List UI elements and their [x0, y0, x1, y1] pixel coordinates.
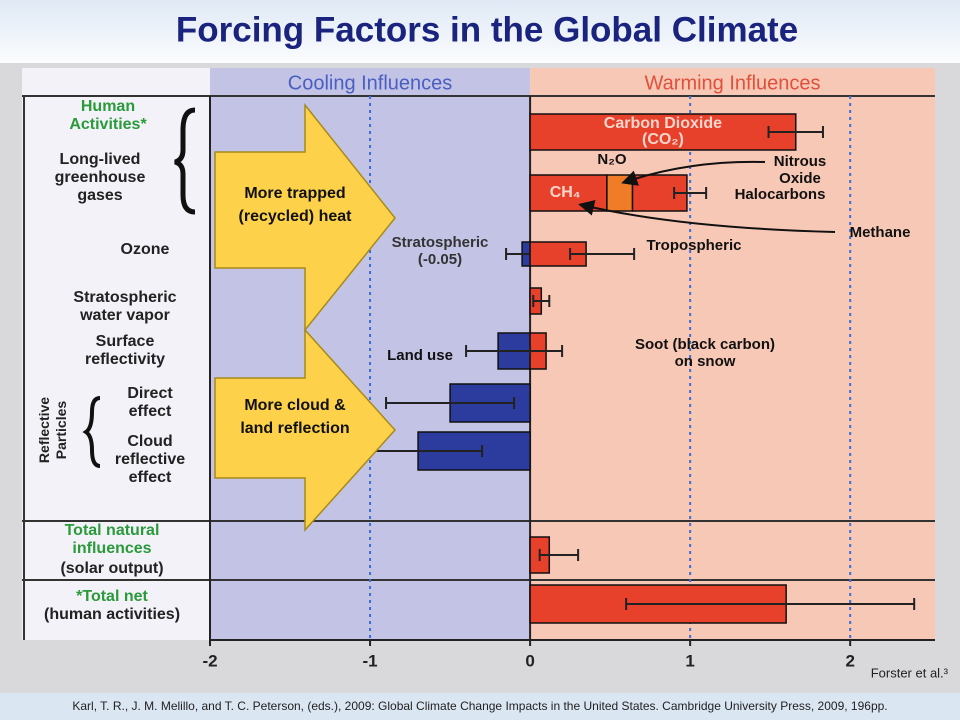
- annotation-line: Nitrous: [774, 153, 827, 170]
- row-label: Total natural influences: [65, 522, 160, 557]
- row-label-line: effect: [129, 403, 172, 420]
- error-bar: [529, 345, 564, 357]
- segment-label-line: Carbon Dioxide: [604, 115, 722, 132]
- row-label-line: Cloud: [127, 433, 172, 450]
- bar-segment: [529, 113, 797, 151]
- row-label: *Total net: [76, 588, 148, 605]
- row-label-line: Total natural: [65, 522, 160, 539]
- row-label-line: Surface: [96, 333, 155, 350]
- row-label: Stratospheric water vapor: [73, 289, 176, 324]
- x-tick-label: 2: [845, 651, 854, 670]
- brace: [174, 107, 196, 215]
- row-label: ReflectiveParticles: [36, 397, 69, 463]
- annotation: N₂O: [597, 151, 626, 168]
- row-label-line: gases: [77, 187, 122, 204]
- row-label-line: influences: [72, 540, 151, 557]
- row-label: (human activities): [44, 606, 180, 623]
- source: Forster et al.³: [871, 665, 949, 680]
- row-label-line: water vapor: [79, 307, 170, 324]
- callout-text: More cloud & land reflection: [240, 397, 349, 437]
- error-bar: [569, 248, 636, 260]
- row-label-line: Long-lived: [60, 151, 141, 168]
- warming-label: Warming Influences: [645, 72, 821, 94]
- annotation-line: Oxide: [779, 170, 821, 187]
- row-label-line: (solar output): [60, 560, 163, 577]
- row-label-line: (human activities): [44, 606, 180, 623]
- callout-text: More trapped (recycled) heat: [239, 185, 353, 225]
- footer: [0, 693, 960, 720]
- segment-label: CH₄: [550, 184, 581, 201]
- row-label-line: Human: [81, 98, 135, 115]
- row-label-line: Ozone: [121, 241, 170, 258]
- row-label-line: greenhouse: [55, 169, 146, 186]
- annotation: Land use: [387, 347, 453, 364]
- row-label: Human Activities*: [69, 98, 147, 133]
- row-label: (solar output): [60, 560, 163, 577]
- row-label-line: effect: [129, 469, 172, 486]
- annotation-line: N₂O: [597, 151, 626, 168]
- annotation: Methane: [850, 224, 911, 241]
- row-label-line: reflective: [115, 451, 185, 468]
- segment-label: Carbon Dioxide (CO₂): [604, 115, 722, 148]
- brace: [82, 396, 101, 468]
- row-label: Long-lived greenhouse gases: [55, 151, 146, 204]
- callout-arrow: [214, 328, 397, 532]
- warming-panel: [530, 68, 935, 640]
- row-label: Cloud reflective effect: [115, 433, 185, 486]
- error-bar: [673, 187, 708, 199]
- callout-text-line: More cloud &: [244, 397, 346, 414]
- row-label-line: Particles: [53, 401, 69, 460]
- row-label-line: reflectivity: [85, 351, 165, 368]
- row-label: Direct effect: [127, 385, 173, 420]
- row-label-line: Activities*: [69, 116, 147, 133]
- row-label: Ozone: [121, 241, 170, 258]
- chart: Cooling Influences Warming Influences -2 -1…: [22, 68, 949, 680]
- callout-text-line: (recycled) heat: [239, 208, 353, 225]
- annotation-line: (-0.05): [418, 251, 462, 268]
- error-bar: [538, 549, 580, 561]
- slide-title: Forcing Factors in the Global Climate: [176, 10, 798, 49]
- annotation: Nitrous Oxide: [774, 153, 827, 187]
- citation: Karl, T. R., J. M. Melillo, and T. C. Pe…: [72, 699, 887, 713]
- annotation: Stratospheric (-0.05): [392, 234, 489, 268]
- callout-text-line: More trapped: [244, 185, 345, 202]
- annotation-line: Methane: [850, 224, 911, 241]
- error-bar: [767, 126, 824, 138]
- x-tick-label: 1: [685, 651, 694, 670]
- row-label: Surface reflectivity: [85, 333, 165, 368]
- cooling-label: Cooling Influences: [288, 72, 453, 94]
- annotation-line: Land use: [387, 347, 453, 364]
- pointer-arrow: [578, 199, 836, 233]
- callout-arrow: [214, 102, 396, 333]
- segment-label-line: (CO₂): [642, 131, 684, 148]
- row-label-line: Reflective: [36, 397, 52, 463]
- annotation-line: Halocarbons: [735, 186, 826, 203]
- annotation-line: Tropospheric: [646, 237, 741, 254]
- annotation: Halocarbons: [735, 186, 826, 203]
- pointer-arrow: [621, 160, 766, 186]
- error-bar: [625, 598, 916, 610]
- annotation-line: Soot (black carbon): [635, 336, 775, 353]
- x-tick-label: -2: [202, 651, 217, 670]
- row-label-line: Direct: [127, 385, 173, 402]
- segment-label-line: CH₄: [550, 184, 581, 201]
- x-tick-label: -1: [362, 651, 377, 670]
- annotation-line: on snow: [675, 353, 736, 370]
- annotation: Tropospheric: [646, 237, 741, 254]
- x-tick-label: 0: [525, 651, 534, 670]
- error-bar: [385, 397, 516, 409]
- row-label-line: *Total net: [76, 588, 148, 605]
- annotation-line: Stratospheric: [392, 234, 489, 251]
- error-bar: [532, 295, 551, 307]
- row-label-line: Stratospheric: [73, 289, 176, 306]
- annotation: Soot (black carbon) on snow: [635, 336, 775, 370]
- callout-text-line: land reflection: [240, 420, 349, 437]
